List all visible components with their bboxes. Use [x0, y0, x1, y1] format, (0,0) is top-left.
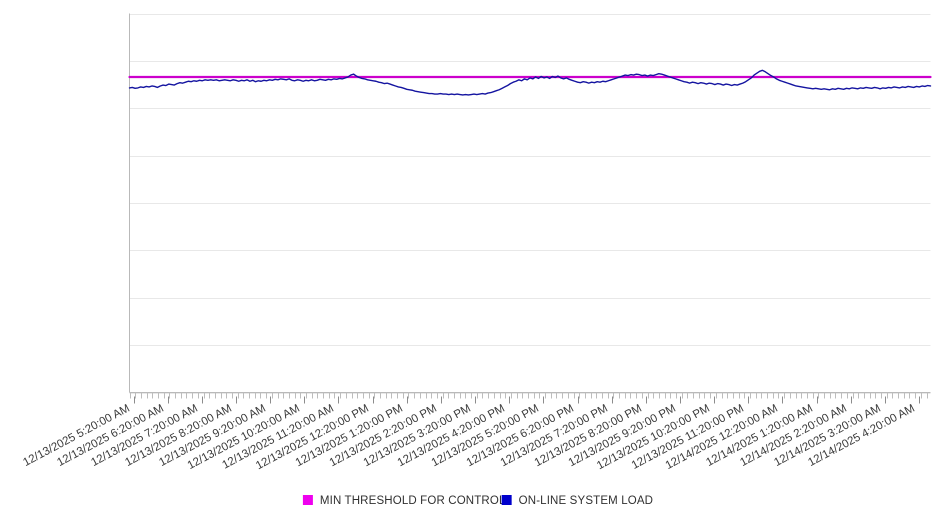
legend-label[interactable]: MIN THRESHOLD FOR CONTROL: [320, 495, 506, 507]
legend-swatch[interactable]: [302, 495, 313, 505]
x-axis-minor-ticks: [130, 392, 928, 399]
plot-series-group: [128, 69, 932, 96]
legend-label[interactable]: ON-LINE SYSTEM LOAD: [519, 495, 654, 507]
gridlines-group: [129, 14, 931, 394]
legend-swatch[interactable]: [501, 495, 512, 505]
chart-legend: MIN THRESHOLD FOR CONTROL ON-LINE SYSTEM …: [302, 495, 654, 507]
x-axis-major-ticks: [134, 396, 920, 404]
series-on-line-system-load: [128, 69, 932, 96]
